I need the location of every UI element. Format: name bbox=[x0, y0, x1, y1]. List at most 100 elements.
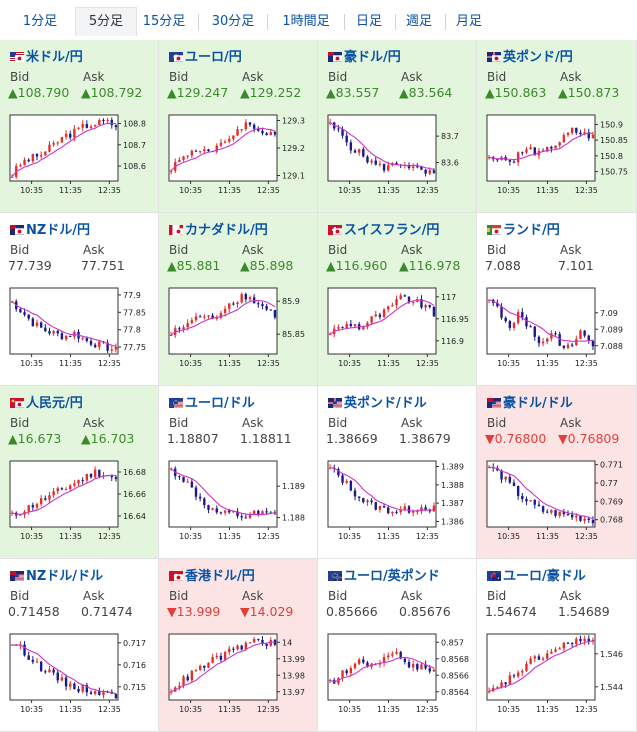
flag-icon bbox=[169, 398, 183, 408]
candle-body bbox=[110, 349, 113, 351]
pair-link[interactable]: 人民元/円 bbox=[10, 392, 83, 411]
pair-link[interactable]: 英ポンド/円 bbox=[487, 46, 573, 65]
bid-label: Bid bbox=[328, 70, 348, 84]
y-tick-label: 0.768 bbox=[600, 516, 623, 525]
price-chart[interactable]: 16.68 16.66 16.64 10:35 11:35 12:35 bbox=[8, 456, 154, 554]
candle-body bbox=[411, 664, 415, 668]
candle-body bbox=[190, 150, 194, 156]
price-chart[interactable]: 83.7 83.6 10:35 11:35 12:35 bbox=[326, 110, 472, 208]
tab-1[interactable]: 5分足 bbox=[75, 7, 137, 36]
price-chart[interactable]: 108.8 108.7 108.6 10:35 11:35 12:35 bbox=[8, 110, 154, 208]
candle-body bbox=[357, 496, 361, 499]
tab-7[interactable]: 月足 bbox=[455, 14, 482, 29]
price-chart[interactable]: 14 13.99 13.98 13.97 10:35 11:35 12:35 bbox=[167, 629, 313, 727]
price-chart[interactable]: 1.189 1.188 10:35 11:35 12:35 bbox=[167, 456, 313, 554]
candle-body bbox=[575, 638, 578, 645]
bid-label: Bid bbox=[169, 243, 189, 257]
candle-body bbox=[244, 122, 248, 130]
candle-body bbox=[529, 147, 532, 150]
candle-body bbox=[407, 296, 411, 303]
pair-link[interactable]: 英ポンド/ドル bbox=[328, 392, 427, 411]
candle-body bbox=[64, 335, 68, 340]
candle-body bbox=[341, 670, 344, 678]
pair-link[interactable]: ユーロ/豪ドル bbox=[487, 565, 586, 584]
rate-panel: 人民元/円 Bid Ask ▲16.673 ▲16.703 16.68 16.66 16.64… bbox=[0, 386, 159, 559]
price-chart[interactable]: 1.546 1.544 10:35 11:35 12:35 bbox=[485, 629, 631, 727]
price-chart[interactable]: 0.771 0.77 0.769 0.768 10:35 11:35 12:35 bbox=[485, 456, 631, 554]
candle-body bbox=[252, 124, 256, 129]
tab-2[interactable]: 15分足 bbox=[142, 14, 186, 29]
y-tick-label: 16.68 bbox=[123, 468, 146, 477]
candle-body bbox=[533, 147, 536, 156]
price-chart[interactable]: 117 116.95 116.9 10:35 11:35 12:35 bbox=[326, 283, 472, 381]
price-chart[interactable]: 1.389 1.388 1.387 1.386 10:35 11:35 12:35 bbox=[326, 456, 472, 554]
candle-body bbox=[248, 514, 252, 518]
price-chart[interactable]: 129.3 129.2 129.1 10:35 11:35 12:35 bbox=[167, 110, 313, 208]
pair-link[interactable]: スイスフラン/円 bbox=[328, 219, 439, 238]
y-tick-label: 0.8564 bbox=[441, 688, 469, 697]
bid-label: Bid bbox=[487, 589, 507, 603]
y-tick-label: 0.8568 bbox=[441, 655, 469, 664]
candle-body bbox=[203, 665, 206, 668]
tab-3[interactable]: 30分足 bbox=[211, 14, 255, 29]
candle-body bbox=[337, 327, 340, 329]
pair-link[interactable]: ユーロ/円 bbox=[169, 46, 242, 65]
candle-body bbox=[23, 644, 26, 656]
x-tick-label: 10:35 bbox=[179, 186, 202, 195]
y-tick-label: 129.3 bbox=[282, 117, 305, 126]
candle-body bbox=[516, 485, 520, 496]
pair-link[interactable]: NZドル/円 bbox=[10, 219, 90, 238]
bid-value: ▲129.247 bbox=[167, 85, 228, 100]
tab-5[interactable]: 日足 bbox=[355, 14, 382, 29]
pair-link[interactable]: 豪ドル/円 bbox=[328, 46, 401, 65]
pair-name: NZドル/円 bbox=[26, 223, 91, 238]
ask-value: ▼0.76809 bbox=[558, 431, 619, 446]
candle-body bbox=[521, 495, 524, 500]
tab-6[interactable]: 週足 bbox=[405, 14, 432, 29]
candle-body bbox=[349, 668, 353, 674]
candle-body bbox=[403, 506, 407, 510]
flag-icon bbox=[169, 52, 183, 62]
pair-link[interactable]: NZドル/ドル bbox=[10, 565, 103, 584]
candle-body bbox=[93, 124, 97, 127]
y-tick-label: 77.8 bbox=[123, 326, 141, 335]
price-chart[interactable]: 0.717 0.716 0.715 10:35 11:35 12:35 bbox=[8, 629, 154, 727]
rate-panel: 豪ドル/円 Bid Ask ▲83.557 ▲83.564 83.7 83.6 10:35 11… bbox=[318, 40, 477, 213]
x-tick-label: 12:35 bbox=[416, 532, 439, 541]
candle-body bbox=[521, 152, 524, 154]
candle-body bbox=[562, 642, 566, 649]
candle-body bbox=[566, 344, 570, 348]
candle-body bbox=[525, 499, 528, 502]
pair-link[interactable]: ランド/円 bbox=[487, 219, 560, 238]
candle-body bbox=[387, 165, 390, 171]
x-tick-label: 11:35 bbox=[377, 705, 400, 714]
x-tick-label: 10:35 bbox=[179, 705, 202, 714]
candle-body bbox=[215, 508, 218, 513]
price-chart[interactable]: 85.9 85.85 10:35 11:35 12:35 bbox=[167, 283, 313, 381]
y-tick-label: 108.8 bbox=[123, 120, 146, 129]
pair-link[interactable]: 香港ドル/円 bbox=[169, 565, 255, 584]
candle-body bbox=[35, 661, 39, 663]
tab-0[interactable]: 1分足 bbox=[22, 14, 58, 29]
candle-body bbox=[207, 149, 210, 152]
bid-value: ▲83.557 bbox=[326, 85, 379, 100]
ask-value: ▼14.029 bbox=[240, 604, 293, 619]
candle-body bbox=[378, 314, 382, 317]
pair-link[interactable]: 豪ドル/ドル bbox=[487, 392, 573, 411]
candle-body bbox=[228, 648, 231, 653]
pair-link[interactable]: ユーロ/ドル bbox=[169, 392, 255, 411]
y-tick-label: 0.771 bbox=[600, 461, 623, 470]
price-chart[interactable]: 7.09 7.089 7.088 10:35 11:35 12:35 bbox=[485, 283, 631, 381]
price-chart[interactable]: 77.9 77.85 77.8 77.75 10:35 11:35 12:35 bbox=[8, 283, 154, 381]
tab-4[interactable]: 1時間足 bbox=[282, 14, 330, 29]
candle-body bbox=[56, 142, 59, 144]
pair-link[interactable]: カナダドル/円 bbox=[169, 219, 268, 238]
price-chart[interactable]: 150.9 150.85 150.8 150.75 10:35 11:35 12:35 bbox=[485, 110, 631, 208]
candle-body bbox=[219, 512, 223, 514]
ask-value: ▲85.898 bbox=[240, 258, 293, 273]
candle-body bbox=[85, 124, 89, 128]
chart-frame bbox=[168, 460, 278, 528]
pair-link[interactable]: ユーロ/英ポンド bbox=[328, 565, 440, 584]
pair-link[interactable]: 米ドル/円 bbox=[10, 46, 83, 65]
price-chart[interactable]: 0.857 0.8568 0.8566 0.8564 10:35 11:35 12:35 bbox=[326, 629, 472, 727]
